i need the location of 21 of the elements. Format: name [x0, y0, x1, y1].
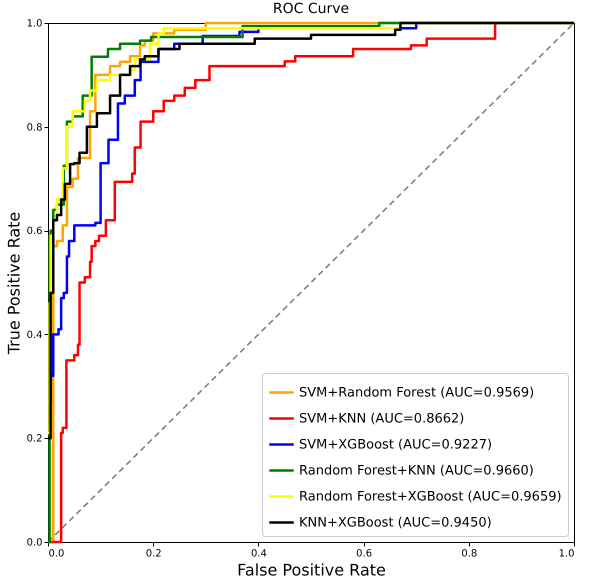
x-tick-label: 0.8	[461, 548, 478, 560]
legend-label: Random Forest+XGBoost (AUC=0.9659)	[299, 490, 562, 504]
x-tick-label: 0.4	[250, 548, 267, 560]
y-tick-label: 0.2	[26, 434, 42, 445]
chart-title: ROC Curve	[272, 1, 350, 17]
legend-label: Random Forest+KNN (AUC=0.9660)	[299, 464, 534, 478]
y-tick-label: 0.8	[26, 122, 42, 134]
y-tick-label: 0.0	[26, 538, 42, 548]
legend-label: SVM+XGBoost (AUC=0.9227)	[299, 438, 492, 452]
legend-label: SVM+KNN (AUC=0.8662)	[299, 412, 464, 426]
x-tick-label: 0.0	[48, 548, 64, 560]
y-tick-label: 0.6	[26, 226, 42, 238]
x-tick-label: 0.6	[356, 548, 372, 560]
x-tick-label: 0.2	[146, 548, 162, 560]
x-tick-label: 1.0	[558, 548, 574, 560]
y-tick-label: 0.4	[26, 330, 42, 341]
legend-label: KNN+XGBoost (AUC=0.9450)	[299, 516, 492, 530]
y-tick-label: 1.0	[26, 18, 42, 30]
y-axis-title: True Positive Rate	[4, 212, 24, 356]
x-axis-title: False Positive Rate	[237, 560, 386, 580]
legend-label: SVM+Random Forest (AUC=0.9569)	[299, 386, 534, 400]
